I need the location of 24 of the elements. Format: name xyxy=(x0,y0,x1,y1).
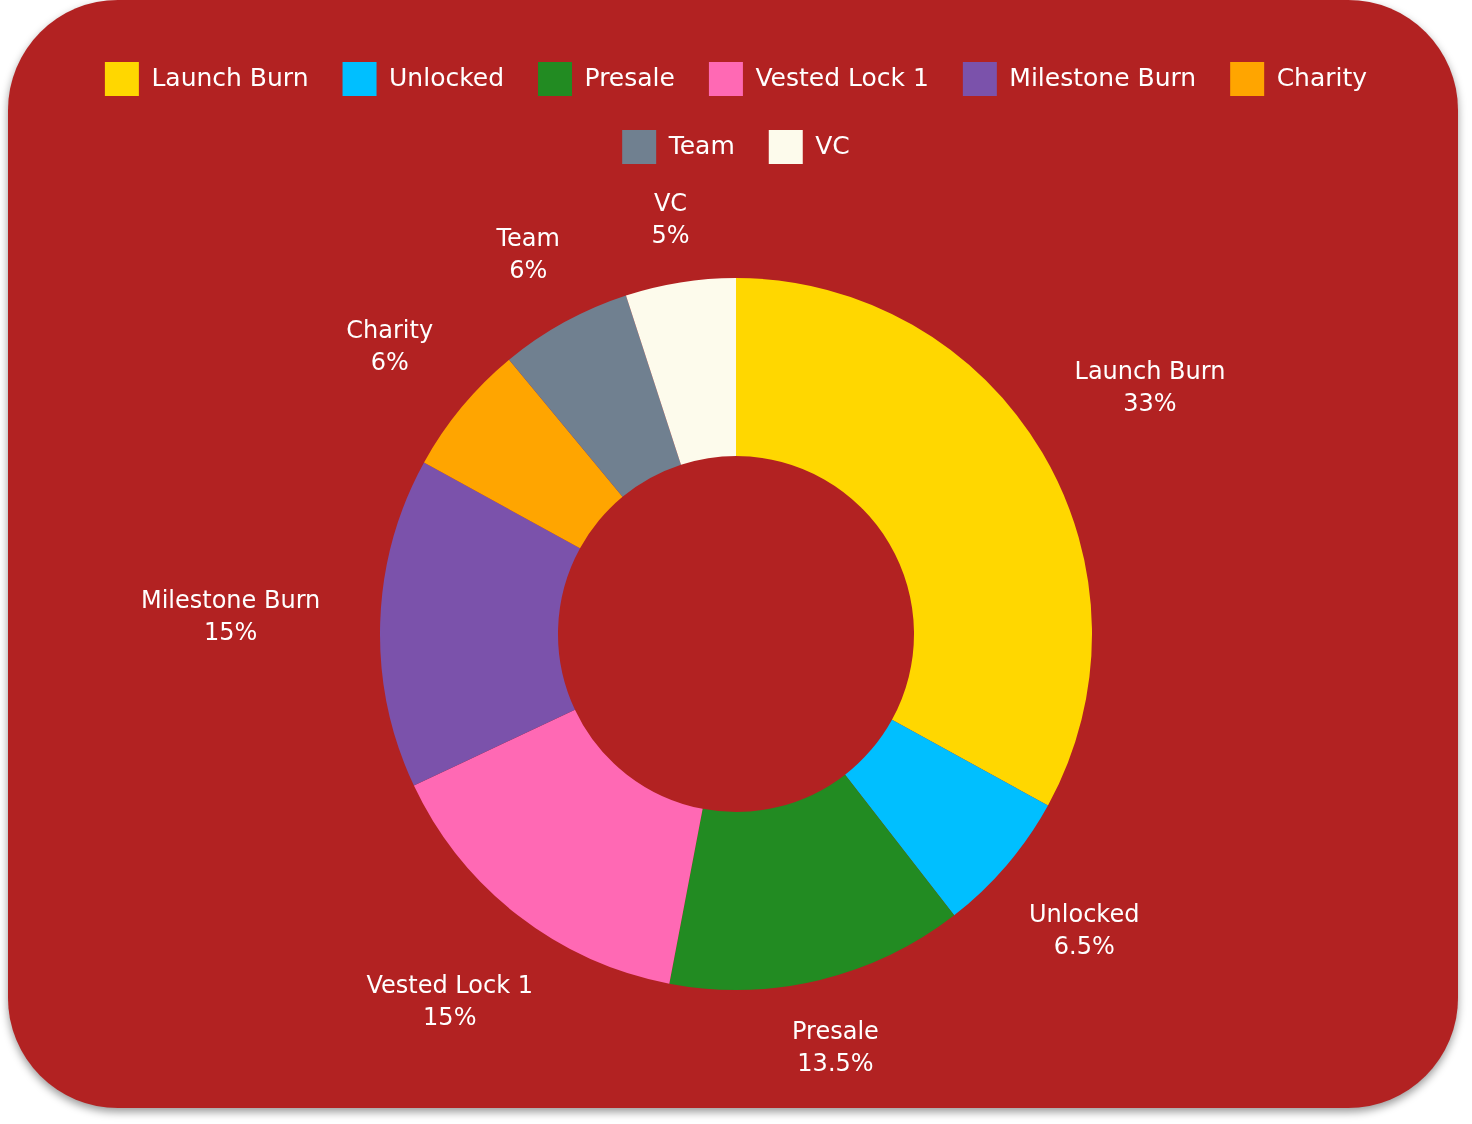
data-label: 5% xyxy=(651,220,690,249)
legend-label: Vested Lock 1 xyxy=(755,62,929,92)
slice-label: Launch Burn xyxy=(1074,357,1226,386)
legend-label: Presale xyxy=(584,62,675,92)
slice-label: Team xyxy=(495,224,560,253)
legend-label: VC xyxy=(815,130,850,160)
slice-label: Unlocked xyxy=(1029,899,1140,928)
legend-label: Team xyxy=(667,130,735,160)
data-label: 6.5% xyxy=(1053,931,1115,960)
slice-label: Charity xyxy=(346,315,434,344)
data-label: 33% xyxy=(1123,389,1177,418)
data-label: 13.5% xyxy=(797,1048,874,1077)
data-label: 6% xyxy=(370,347,409,376)
legend-label: Charity xyxy=(1276,62,1368,92)
slice-label: Presale xyxy=(792,1016,879,1045)
slice-label: Milestone Burn xyxy=(140,586,321,615)
legend-label: Launch Burn xyxy=(151,62,309,92)
legend-label: Unlocked xyxy=(389,62,505,92)
legend-label: Milestone Burn xyxy=(1009,62,1197,92)
data-label: 15% xyxy=(203,618,258,647)
slice-label: VC xyxy=(653,188,688,217)
data-label: 15% xyxy=(423,1003,477,1032)
data-label: 6% xyxy=(509,256,548,285)
slice-label: Vested Lock 1 xyxy=(366,971,534,1000)
